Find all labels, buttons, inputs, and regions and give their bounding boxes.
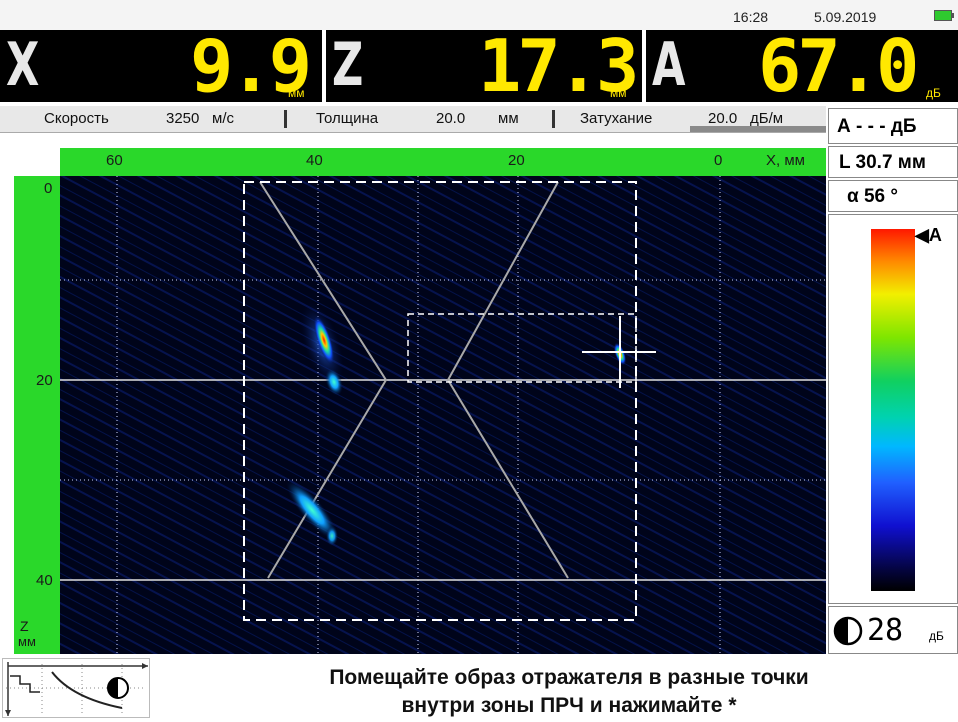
readout-a-letter: A bbox=[652, 30, 686, 100]
color-scale-panel: ◀A bbox=[828, 214, 958, 604]
distance-readout[interactable]: L 30.7 мм bbox=[828, 146, 958, 178]
contrast-value: 28 bbox=[867, 613, 904, 648]
params-bar: Скорость 3250 м/с Толщина 20.0 мм Затуха… bbox=[0, 106, 826, 133]
hint-area: Помещайте образ отражателя в разные точк… bbox=[0, 656, 958, 722]
scale-marker-label: A bbox=[928, 225, 942, 245]
readout-x[interactable]: X 9.9 мм bbox=[0, 30, 322, 102]
clock: 16:28 bbox=[733, 9, 769, 25]
echo-indication bbox=[325, 368, 343, 396]
angle-text: α 56 ° bbox=[847, 186, 898, 207]
noise-texture bbox=[60, 176, 826, 654]
speed-value[interactable]: 3250 bbox=[166, 110, 200, 127]
cursor-crosshair[interactable] bbox=[582, 316, 656, 388]
scale-marker[interactable]: ◀A bbox=[915, 225, 942, 245]
echo-indication bbox=[326, 526, 338, 546]
amplitude-text: А - - - дБ bbox=[837, 116, 917, 137]
x-axis: 60 40 20 0 X, мм bbox=[60, 148, 826, 176]
z-tick-label: 0 bbox=[44, 180, 53, 197]
hint-line-1: Помещайте образ отражателя в разные точк… bbox=[329, 666, 809, 689]
z-axis-label: Z bbox=[20, 618, 29, 634]
x-tick-label: 20 bbox=[508, 152, 525, 169]
attenuation-indicator bbox=[690, 126, 826, 132]
thickness-unit: мм bbox=[498, 110, 519, 127]
distance-text: L 30.7 мм bbox=[839, 152, 926, 173]
gate-box bbox=[407, 313, 637, 383]
b-scan-view[interactable] bbox=[60, 176, 826, 654]
readout-x-unit: мм bbox=[288, 86, 305, 100]
z-axis: 0 20 40 Z мм bbox=[14, 176, 60, 654]
divider bbox=[284, 110, 287, 128]
echo-indication-main bbox=[313, 315, 335, 365]
date: 5.09.2019 bbox=[814, 9, 877, 25]
contrast-unit: дБ bbox=[929, 629, 944, 643]
thickness-label: Толщина bbox=[316, 110, 379, 127]
readout-z[interactable]: Z 17.3 мм bbox=[326, 30, 642, 102]
readout-z-letter: Z bbox=[332, 30, 364, 100]
attenuation-unit: дБ/м bbox=[750, 110, 784, 127]
status-bar: 16:28 5.09.2019 bbox=[0, 0, 958, 30]
x-tick-label: 60 bbox=[106, 152, 123, 169]
divider bbox=[552, 110, 555, 128]
contrast-icon bbox=[833, 616, 863, 646]
readout-a-unit: дБ bbox=[926, 86, 941, 100]
readout-a[interactable]: A 67.0 дБ bbox=[646, 30, 958, 102]
thickness-value[interactable]: 20.0 bbox=[436, 110, 466, 127]
trg-zone bbox=[243, 181, 637, 621]
scan-canvas bbox=[60, 176, 826, 654]
color-scale-bar bbox=[871, 229, 915, 591]
readout-a-value: 67.0 bbox=[758, 24, 919, 108]
attenuation-value[interactable]: 20.0 bbox=[708, 110, 738, 127]
readout-z-value: 17.3 bbox=[478, 24, 639, 108]
speed-unit: м/с bbox=[212, 110, 234, 127]
readout-x-value: 9.9 bbox=[190, 24, 312, 108]
amplitude-readout[interactable]: А - - - дБ bbox=[828, 108, 958, 144]
z-tick-label: 20 bbox=[36, 372, 53, 389]
echo-indication-lower bbox=[286, 480, 338, 540]
attenuation-label: Затухание bbox=[580, 110, 653, 127]
battery-icon bbox=[934, 10, 954, 21]
x-tick-label: 0 bbox=[714, 152, 723, 169]
angle-readout[interactable]: α 56 ° bbox=[828, 180, 958, 212]
readout-x-letter: X bbox=[6, 30, 40, 100]
speed-label: Скорость bbox=[44, 110, 109, 127]
hint-line-2: внутри зоны ПРЧ и нажимайте * bbox=[401, 694, 737, 717]
z-tick-label: 40 bbox=[36, 572, 53, 589]
x-tick-label: 40 bbox=[306, 152, 323, 169]
dac-curve-icon[interactable] bbox=[2, 658, 150, 718]
z-axis-unit: мм bbox=[18, 634, 36, 649]
contrast-control[interactable]: 28 дБ bbox=[828, 606, 958, 654]
x-axis-label: X, мм bbox=[766, 152, 805, 169]
readout-z-unit: мм bbox=[610, 86, 627, 100]
